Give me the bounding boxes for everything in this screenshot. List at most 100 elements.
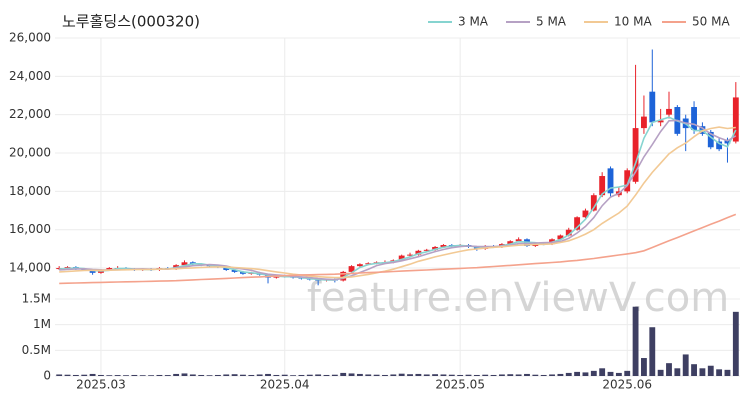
volume-bar	[565, 372, 572, 376]
volume-bar	[331, 374, 338, 376]
volume-bar	[390, 374, 397, 376]
x-tick-label: 2025.05	[435, 378, 485, 392]
candle-body	[415, 250, 422, 255]
volume-bar	[532, 374, 539, 376]
volume-bar	[582, 372, 589, 376]
volume-bar	[507, 374, 514, 376]
watermark: feature.enViewV.com	[307, 275, 729, 321]
volume-bar	[273, 374, 280, 376]
volume-bar	[72, 374, 79, 376]
candle-body	[223, 267, 230, 270]
candle-body	[574, 217, 581, 230]
candle-body	[398, 255, 405, 261]
volume-bar	[265, 373, 271, 376]
volume-bar	[240, 374, 246, 376]
y-tick-label: 0	[43, 369, 51, 383]
candle-body	[590, 195, 597, 211]
volume-bar	[407, 374, 413, 376]
chart-title: 노루홀딩스(000320)	[62, 13, 200, 31]
volume-bar	[666, 363, 672, 376]
legend-label: 5 MA	[536, 15, 567, 29]
volume-bar	[482, 374, 489, 376]
volume-bar	[323, 374, 330, 376]
volume-bar	[398, 373, 405, 376]
volume-bar	[114, 375, 121, 376]
volume-bar	[206, 375, 213, 376]
volume-bar	[298, 374, 305, 376]
candle-body	[632, 128, 639, 182]
candle-body	[407, 254, 413, 256]
x-tick-label: 2025.06	[602, 378, 652, 392]
volume-bar	[173, 373, 180, 376]
candle-body	[582, 210, 589, 218]
volume-bar	[549, 374, 555, 376]
volume-bar	[557, 373, 564, 376]
volume-bar	[632, 306, 639, 376]
volume-bar	[290, 375, 297, 376]
candle-body	[356, 264, 363, 267]
legend-label: 50 MA	[692, 15, 730, 29]
volume-bar	[448, 374, 455, 376]
volume-bar	[473, 374, 480, 376]
volume-bar	[515, 374, 522, 376]
volume-bar	[724, 369, 731, 376]
candle-body	[666, 108, 672, 115]
candle-body	[348, 266, 355, 272]
candle-body	[340, 271, 347, 281]
y-tick-label: 18,000	[9, 184, 51, 198]
volume-bar	[373, 374, 380, 376]
y-tick-label: 16,000	[9, 222, 51, 236]
volume-bar	[256, 374, 263, 376]
volume-bar	[306, 374, 313, 376]
candle-body	[473, 246, 480, 249]
volume-bar	[423, 374, 430, 376]
volume-bar	[699, 368, 706, 376]
x-tick-label: 2025.03	[76, 378, 126, 392]
volume-bar	[732, 311, 739, 376]
volume-bar	[315, 374, 322, 376]
volume-bar	[156, 374, 163, 376]
volume-bar	[674, 368, 681, 376]
volume-bar	[716, 369, 723, 376]
volume-bar	[498, 374, 505, 376]
volume-bar	[657, 369, 664, 376]
volume-bar	[365, 374, 372, 376]
candle-body	[423, 249, 430, 251]
volume-bar	[624, 370, 631, 376]
y-tick-label: 0.5M	[22, 343, 51, 357]
volume-bar	[56, 374, 63, 376]
volume-bar	[231, 374, 238, 376]
ma-line	[59, 126, 736, 279]
candle-body	[716, 141, 723, 150]
volume-bar	[607, 371, 614, 376]
volume-bar	[682, 354, 689, 376]
y-tick-label: 22,000	[9, 107, 51, 121]
volume-bar	[139, 375, 146, 376]
volume-bar	[707, 365, 714, 376]
volume-bar	[89, 373, 96, 376]
y-tick-label: 20,000	[9, 146, 51, 160]
candle-body	[240, 271, 246, 274]
candle-body	[106, 268, 113, 270]
volume-bar	[214, 374, 221, 376]
ma-line	[59, 213, 737, 285]
candle-body	[507, 241, 514, 245]
y-tick-label: 1.5M	[22, 292, 51, 306]
volume-bar	[415, 373, 422, 376]
candle-body	[64, 267, 71, 269]
volume-bar	[81, 374, 88, 376]
volume-bar	[457, 374, 464, 376]
volume-bar	[181, 373, 188, 376]
volume-bar	[248, 374, 255, 376]
candle-body	[649, 91, 656, 123]
candle-body	[365, 263, 372, 265]
volume-bar	[281, 374, 288, 376]
y-tick-label: 26,000	[9, 31, 51, 45]
volume-bar	[490, 374, 497, 376]
volume-bar	[524, 373, 530, 376]
candle-body	[557, 235, 564, 240]
x-tick-label: 2025.04	[260, 378, 310, 392]
candle-body	[565, 229, 572, 236]
volume-bar	[465, 374, 472, 376]
